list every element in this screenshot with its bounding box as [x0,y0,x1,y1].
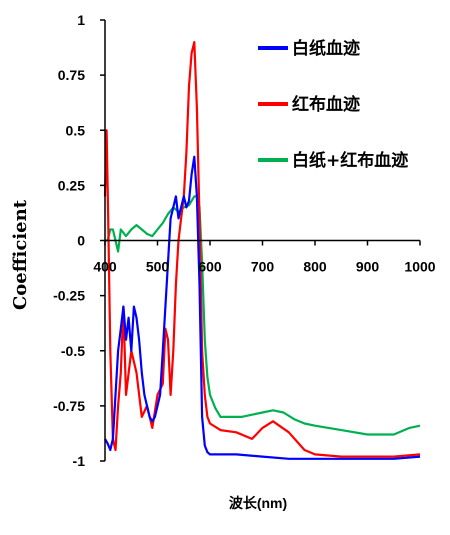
x-tick-label: 500 [146,259,170,275]
legend-label: 白纸+红布血迹 [292,150,408,171]
y-tick-label: -0.75 [53,398,85,414]
x-tick-label: 900 [356,259,380,275]
x-tick-label: 600 [198,259,222,275]
y-tick-label: 0.5 [66,122,86,138]
series-line-3 [105,195,421,436]
y-tick-label: 0 [77,233,85,249]
x-tick-label: 1000 [404,259,435,275]
legend-label: 白纸血迹 [292,38,360,59]
y-axis-title: Coefficient [10,199,31,310]
x-tick-labels: 400 500 600 700 800 900 1000 [93,259,435,275]
y-tick-label: -0.25 [53,288,85,304]
x-axis-title: 波长(nm) [229,495,287,511]
y-tick-label: 0.75 [58,67,85,83]
legend-label: 红布血迹 [292,94,360,115]
y-tick-label: 1 [77,12,85,28]
x-tick-label: 800 [303,259,327,275]
y-tick-labels: 1 0.75 0.5 0.25 0 -0.25 -0.5 -0.75 -1 [53,12,85,469]
series-line-2 [103,41,421,458]
y-tick-label: -1 [73,453,86,469]
y-tick-marks [100,19,105,462]
x-tick-label: 400 [93,259,117,275]
x-tick-label: 700 [251,259,275,275]
series-line-1 [104,155,421,460]
series-layer [103,41,421,460]
y-tick-label: -0.5 [61,343,85,359]
y-tick-label: 0.25 [58,177,85,193]
x-tick-marks [104,240,421,246]
